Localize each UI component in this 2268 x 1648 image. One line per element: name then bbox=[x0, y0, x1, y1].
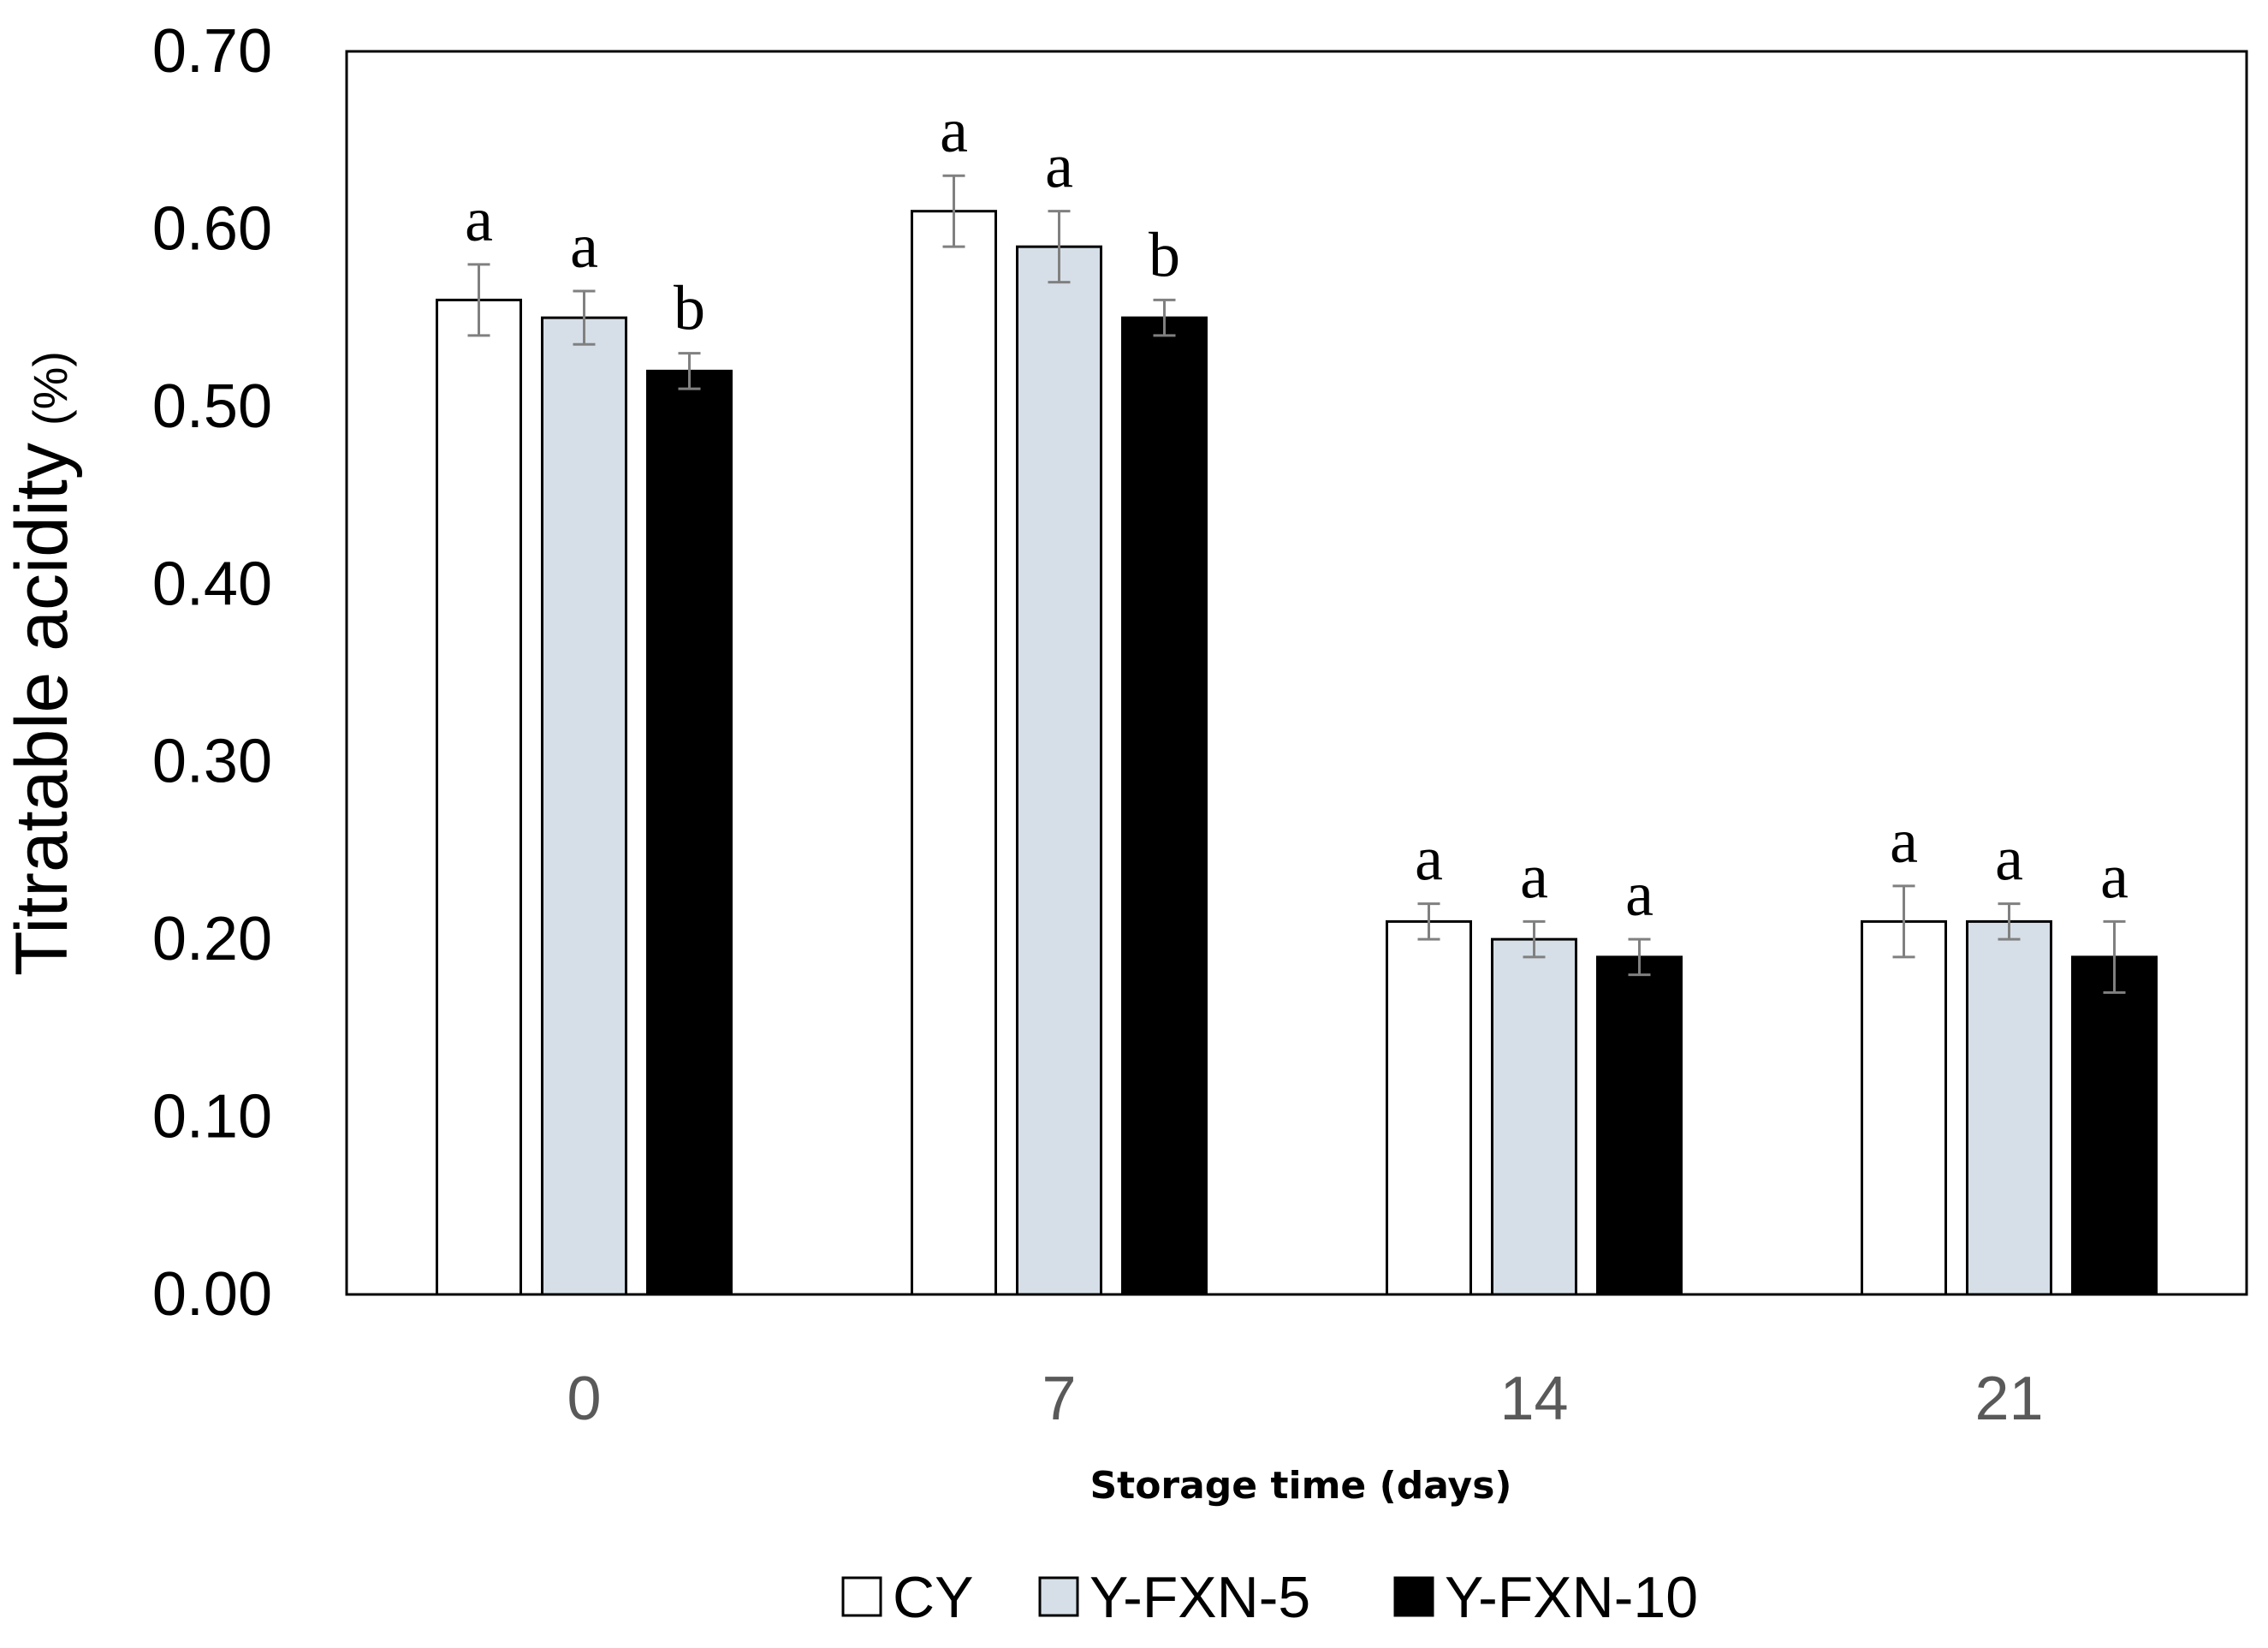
significance-letter: b bbox=[1149, 220, 1180, 290]
significance-letter: a bbox=[1625, 860, 1654, 930]
significance-letters-group: a a b a a b a a a a a a bbox=[465, 96, 2128, 930]
bar bbox=[2071, 955, 2158, 1296]
bar bbox=[1016, 245, 1102, 1296]
legend-swatch bbox=[1038, 1576, 1079, 1617]
legend-swatch bbox=[841, 1576, 882, 1617]
bar bbox=[541, 316, 627, 1296]
significance-letter: a bbox=[1520, 842, 1548, 912]
bar bbox=[1596, 955, 1683, 1296]
y-axis-label-unit: (%) bbox=[23, 351, 77, 425]
y-tick-label: 0.00 bbox=[152, 1260, 272, 1329]
significance-letter: a bbox=[570, 211, 598, 282]
y-tick-label: 0.50 bbox=[152, 372, 272, 441]
y-tick-label: 0.70 bbox=[152, 17, 272, 86]
x-tick-label: 21 bbox=[1974, 1365, 2043, 1433]
plot-frame bbox=[345, 50, 2248, 1296]
bar bbox=[1491, 937, 1577, 1296]
x-tick-label: 0 bbox=[567, 1365, 601, 1433]
y-tick-label: 0.60 bbox=[152, 194, 272, 263]
x-axis-label: Storage time (days) bbox=[1089, 1464, 1511, 1508]
bars-group bbox=[436, 210, 2158, 1296]
y-axis-label: Titratable acidity (%) bbox=[1, 351, 83, 976]
y-axis-label-text: Titratable acidity bbox=[1, 443, 83, 976]
significance-letter: b bbox=[674, 274, 705, 344]
x-tick-label: 7 bbox=[1042, 1365, 1076, 1433]
bar bbox=[1121, 316, 1208, 1296]
bar bbox=[911, 210, 997, 1296]
y-tick-label: 0.40 bbox=[152, 550, 272, 618]
significance-letter: a bbox=[465, 185, 493, 255]
legend-label: Y-FXN-5 bbox=[1089, 1565, 1310, 1630]
error-bars-group bbox=[467, 174, 2126, 994]
bar bbox=[1966, 919, 2052, 1296]
significance-letter: a bbox=[2100, 842, 2128, 912]
significance-letter: a bbox=[940, 96, 968, 166]
significance-letter: a bbox=[1045, 132, 1073, 202]
y-axis-ticks: 0.00 0.10 0.20 0.30 0.40 0.50 0.60 0.70 bbox=[152, 17, 272, 1329]
legend-label: CY bbox=[893, 1565, 973, 1630]
bar bbox=[646, 369, 733, 1296]
significance-letter: a bbox=[1890, 806, 1918, 877]
bar bbox=[1386, 919, 1472, 1296]
bar bbox=[436, 298, 522, 1296]
y-tick-label: 0.10 bbox=[152, 1083, 272, 1151]
legend-label: Y-FXN-10 bbox=[1445, 1565, 1698, 1630]
y-tick-label: 0.30 bbox=[152, 728, 272, 796]
y-tick-label: 0.20 bbox=[152, 905, 272, 973]
x-tick-label: 14 bbox=[1499, 1365, 1568, 1433]
bar bbox=[1861, 919, 1947, 1296]
significance-letter: a bbox=[1995, 824, 2023, 895]
x-axis-ticks: 0 7 14 21 bbox=[567, 1365, 2043, 1433]
significance-letter: a bbox=[1415, 824, 1443, 895]
legend: CY Y-FXN-5 Y-FXN-10 bbox=[841, 1565, 1698, 1630]
legend-swatch bbox=[1393, 1576, 1434, 1617]
